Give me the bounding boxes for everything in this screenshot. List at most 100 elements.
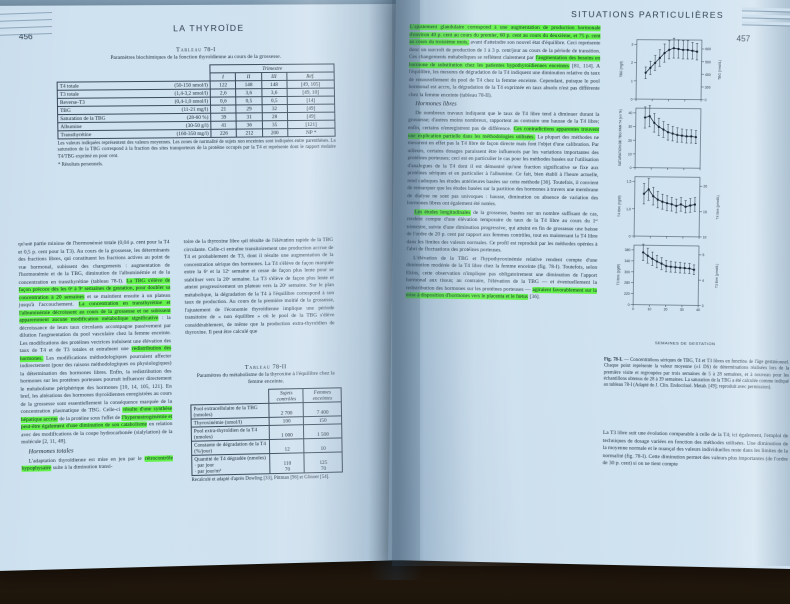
table-78-I-col-II: II [235,72,262,81]
cell-pregnant: 125 70 [304,451,343,473]
text-run: de la protéine sous l'effet de [58,414,121,423]
left-running-head: LA THYROÏDE [172,22,245,34]
figure-caption-text: — Concentrations sériques de TBG, T4 et … [603,357,790,391]
table-row: Quantité de T4 dégradée (nmoles) · par j… [191,451,343,476]
table-row: Transthyrétine (160-350 mg/l) 226 212 200 NP… [57,128,336,139]
cell-trimester-III: 32 [261,104,288,113]
paragraph: L'ajustement glandulaire correspond à un… [408,24,601,101]
right-page-column-1: L'ajustement glandulaire correspond à un… [405,24,601,304]
cell-trimester-II: 3,6 [235,88,262,97]
cell-trimester-I: 2,6 [210,88,237,98]
highlight-r4: Les études longitudinales [413,208,471,216]
text-run: L'adaptation thyroïdienne est mise en je… [28,455,142,465]
svg-text:30: 30 [680,308,684,312]
svg-text:0: 0 [630,166,632,170]
table-78-II-label: Tableau [244,364,271,372]
svg-text:10: 10 [703,235,707,239]
svg-text:T4 libre (pmol/L): T4 libre (pmol/L) [716,195,720,219]
table-78-I-label: Tableau [176,47,203,54]
table-78-I-number: 78-I [203,47,216,54]
svg-text:380: 380 [625,248,631,252]
svg-text:300: 300 [705,85,711,89]
table-78-II-number: 78-II [272,364,287,371]
cell-controls: 12 [269,438,305,454]
cell-trimester-III: 28 [261,112,288,121]
cell-trimester-I: 39 [210,113,237,122]
svg-text:15: 15 [703,210,707,214]
svg-text:1,5: 1,5 [627,180,632,184]
cell-trimester-II: 31 [236,112,262,122]
chart-panel-1: 0 1 2 3 0 300 400 500 600 TBG (mg/l) TBG (nmol/L) [606,35,790,105]
cell-trimester-II: 148 [235,80,262,89]
svg-text:300: 300 [624,270,630,274]
paragraph: De nombreux travaux indiquent que le tau… [407,110,599,210]
cell-trimester-I: 41 [210,121,237,130]
svg-text:0: 0 [628,303,630,307]
svg-text:1,0: 1,0 [626,207,631,211]
svg-text:220: 220 [624,292,630,296]
svg-text:SATURATION DE TBG PAR T4 (en %: SATURATION DE TBG PAR T4 (en %) [618,109,623,166]
svg-text:40: 40 [628,111,632,115]
cell-ref: NP * [287,128,336,137]
svg-text:40: 40 [696,308,700,312]
figure-x-axis-title: SEMAINES DE GESTATION [654,340,716,347]
left-page: 456 LA THYROÏDE Tableau 78-I Paramètres … [0,3,411,572]
table-78-I-caption: Paramètres biochimiques de la fonction t… [110,53,282,61]
table-78-II-caption: Paramètres du métabolisme de la thyroxin… [196,370,335,386]
text-run: La plupart des méthodes ne mesurent en e… [406,133,600,208]
text-run: [36]. [528,294,541,301]
paragraph: Les études longitudinales de la grossess… [406,208,599,257]
svg-text:0: 0 [632,307,634,311]
svg-text:5: 5 [702,253,704,257]
cell-pregnant: 10 [304,437,343,453]
table-78-II-col-pregnant: Femmes enceintes [303,387,342,403]
svg-text:T3 libre (pmol/L): T3 libre (pmol/L) [715,264,719,288]
figure-78-I-panels: 0 1 2 3 0 300 400 500 600 TBG (mg/l) TBG (nmol/L) 0… [603,35,790,318]
svg-text:2: 2 [631,61,633,65]
table-78-II-grid: Sujets contrôles Femmes enceintes Pool e… [190,387,343,476]
left-page-column-2: toire de la thyroxine libre qui résulte … [184,237,335,339]
svg-text:600: 600 [705,47,711,51]
right-page: SITUATIONS PARTICULIÈRES 457 L'ajustemen… [388,0,790,570]
svg-text:TBG (nmol/L): TBG (nmol/L) [718,60,722,80]
table-78-II: Tableau 78-II Paramètres du métabolisme … [190,363,343,484]
right-page-column-2: La T3 libre suit une évolution comparabl… [602,430,789,472]
figure-78-I: 0 1 2 3 0 300 400 500 600 TBG (mg/l) TBG (nmol/L) 0… [603,35,790,468]
row-name: Transthyrétine (160-350 mg/l) [57,129,212,139]
svg-text:1: 1 [631,79,633,83]
table-78-I-col-I: I [210,72,236,81]
cell-trimester-I: 226 [211,129,237,138]
table-78-I-col-III: III [261,72,287,81]
cell-trimester-III: 3,6 [261,88,287,97]
table-78-II-note: Recalculé et adapté d'après Dowling [33]… [191,474,330,484]
svg-text:20: 20 [628,139,632,143]
right-running-head: SITUATIONS PARTICULIÈRES [571,9,725,21]
paragraph: L'adaptation thyroïdienne est mise en je… [21,454,173,474]
cell-trimester-II: 212 [236,128,263,138]
figure-78-I-caption: Fig. 78-I. — Concentrations sériques de … [604,357,790,392]
cell-trimester-I: 0,6 [210,96,237,106]
cell-pregnant: 7 400 [303,401,342,417]
figure-label: Fig. [603,357,612,363]
svg-text:20: 20 [703,185,707,189]
paragraph: L'élévation de la TBG et l'hypothyroxiné… [405,255,597,303]
cell-pregnant: 1 500 [303,423,342,439]
text-run: de la grossesse, basées sur un nombre su… [406,209,599,254]
svg-text:3: 3 [702,304,704,308]
chart-panel-3: 0 1,0 1,5 10 15 20 T4 libre (ng/dl) T4 libre (p… [604,172,790,243]
table-78-I: Tableau 78-I Paramètres biochimiques de … [56,46,336,169]
svg-text:T3 libre (pg/dl): T3 libre (pg/dl) [616,264,620,285]
table-78-I-body: T4 totale (50-150 nmol/l) 122 148 148 [49, 1… [57,80,336,139]
cell-trimester-II: 29 [236,104,262,114]
cell-trimester-III: 0,5 [261,96,288,105]
left-page-column-1: qu'une partie minime de l'hormonémie tot… [18,239,173,474]
table-78-I-note: Les valeurs indiquées représentent des v… [57,138,336,160]
subheading-hormones-libres: Hormones libres [415,100,457,108]
paragraph: toire de la thyroxine libre qui résulte … [183,237,335,337]
cell-trimester-III: 148 [261,80,287,89]
chart-panel-2: 0 10 20 30 40 SATURATION DE TBG PAR T4 (en %) [605,104,790,174]
svg-text:340: 340 [624,259,630,263]
table-78-I-grid: Trimestre I II III Réf. T4 totale (50-15… [56,63,336,139]
text-run: suite à la diminution transi- [51,463,113,472]
cell-trimester-II: 36 [236,120,263,130]
